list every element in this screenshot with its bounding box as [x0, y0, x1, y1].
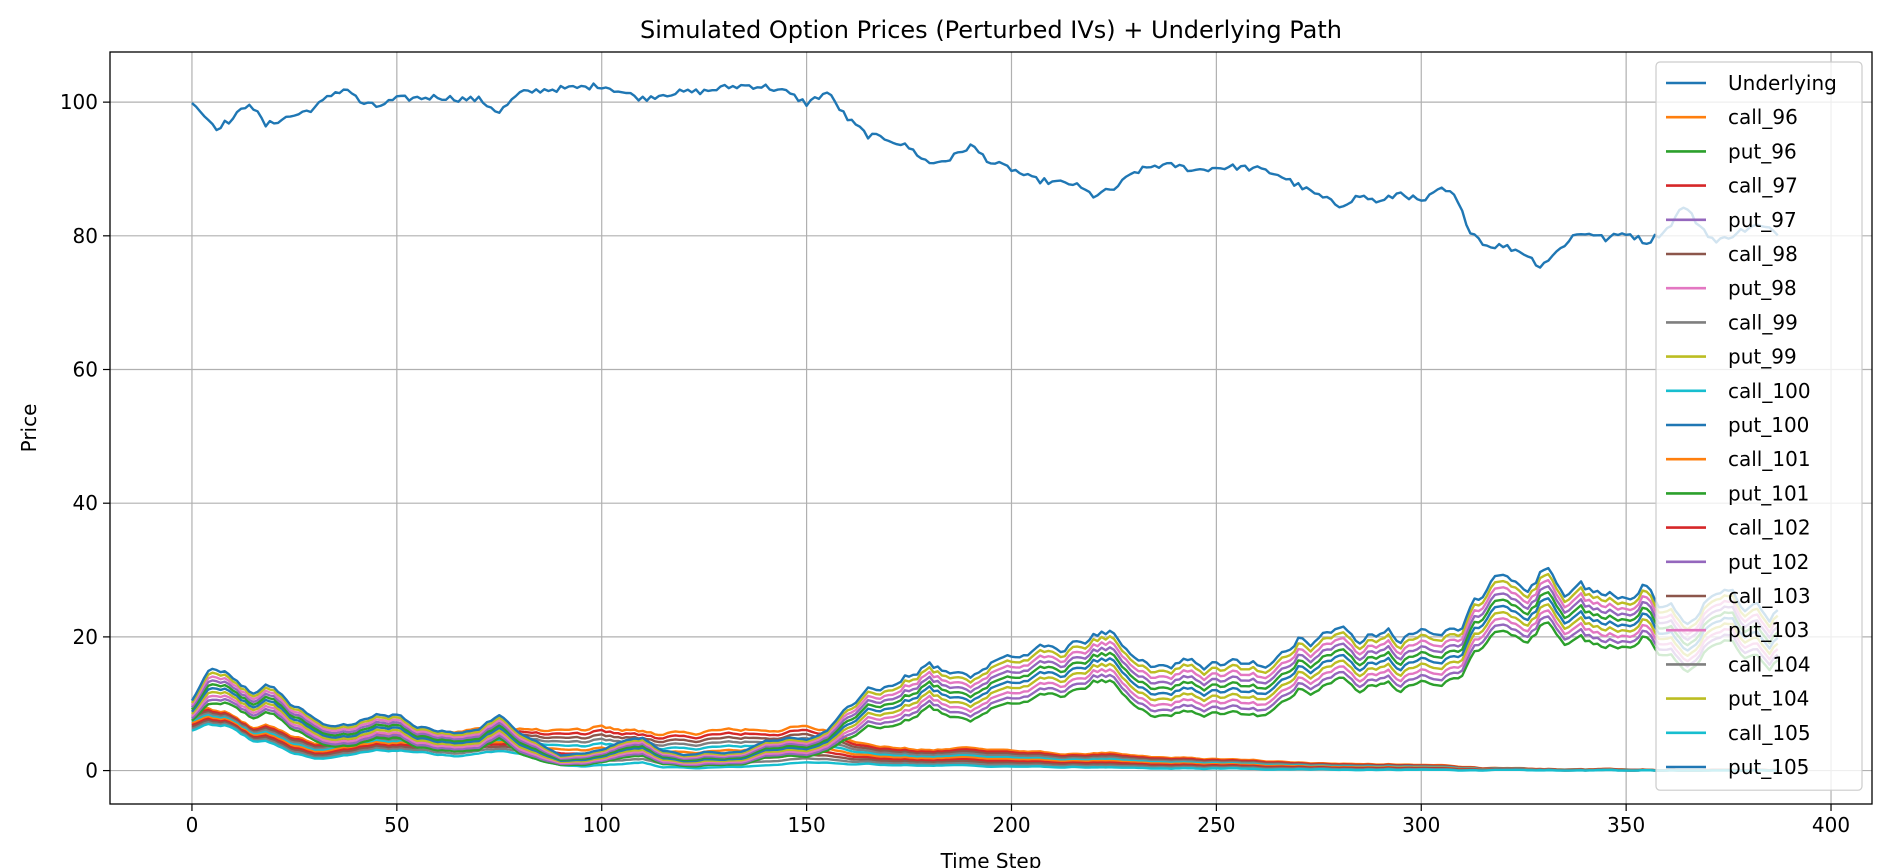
legend-entry-label: call_100 [1728, 379, 1811, 403]
legend-entry-label: put_101 [1728, 481, 1809, 505]
plot-frame [109, 51, 1873, 805]
axis-ticks: 0 50 100 150 200 250 300 350 400 0 20 40 60 80 100 [60, 90, 1850, 837]
y-tick-label: 80 [73, 224, 98, 248]
x-tick-label: 200 [992, 813, 1030, 837]
y-tick-label: 100 [60, 90, 98, 114]
x-tick-label: 300 [1402, 813, 1440, 837]
x-tick-label: 50 [384, 813, 409, 837]
y-tick-label: 60 [73, 358, 98, 382]
series-line-put_99 [191, 603, 1779, 764]
legend-entry-label: call_103 [1728, 584, 1811, 608]
legend-entry-label: call_98 [1728, 242, 1798, 266]
y-axis-label: Price [17, 404, 41, 453]
x-tick-label: 100 [583, 813, 621, 837]
x-tick-label: 400 [1812, 813, 1850, 837]
legend-box [1655, 61, 1863, 791]
x-tick-label: 250 [1197, 813, 1235, 837]
series-line-put_103 [190, 578, 1779, 759]
legend-entry-label: put_99 [1728, 345, 1797, 369]
series-line-put_102 [190, 585, 1779, 760]
series-line-put_104 [190, 572, 1779, 758]
x-axis-label: Time Step [940, 849, 1042, 868]
series-line-put_96 [191, 621, 1779, 768]
legend-entry-label: Underlying [1728, 71, 1837, 95]
legend-entry-label: put_102 [1728, 550, 1809, 574]
series-line-put_97 [191, 615, 1779, 767]
chart-title: Simulated Option Prices (Perturbed IVs) … [640, 16, 1342, 44]
legend-entry-label: put_105 [1728, 755, 1809, 779]
legend-entry-label: call_96 [1728, 105, 1798, 129]
y-tick-label: 0 [85, 759, 98, 783]
legend: Underlying call_96 put_96 call_97 put_97call… [1655, 61, 1863, 791]
x-tick-label: 350 [1607, 813, 1645, 837]
legend-entry-label: put_100 [1728, 413, 1809, 437]
legend-entry-label: put_96 [1728, 139, 1797, 163]
series-line-put_105 [190, 566, 1779, 757]
series-line-put_98 [191, 609, 1779, 765]
legend-entry-label: put_103 [1728, 618, 1809, 642]
legend-entry-label: put_98 [1728, 276, 1797, 300]
series-lines [190, 82, 1779, 772]
legend-entry-label: put_104 [1728, 687, 1809, 711]
x-tick-label: 150 [788, 813, 826, 837]
y-tick-label: 40 [73, 491, 98, 515]
legend-entry-label: call_105 [1728, 721, 1811, 745]
x-tick-label: 0 [186, 813, 199, 837]
legend-entry-label: call_101 [1728, 447, 1811, 471]
legend-entry-label: call_104 [1728, 652, 1811, 676]
series-line-put_101 [190, 591, 1779, 762]
series-line-put_100 [191, 597, 1779, 763]
legend-entry-label: call_99 [1728, 310, 1798, 334]
legend-entry-label: call_97 [1728, 174, 1798, 198]
y-tick-label: 20 [73, 625, 98, 649]
series-line-underlying [191, 82, 1779, 269]
legend-entry-label: put_97 [1728, 208, 1797, 232]
series-line-call_105 [191, 722, 1778, 772]
legend-entry-label: call_102 [1728, 516, 1811, 540]
